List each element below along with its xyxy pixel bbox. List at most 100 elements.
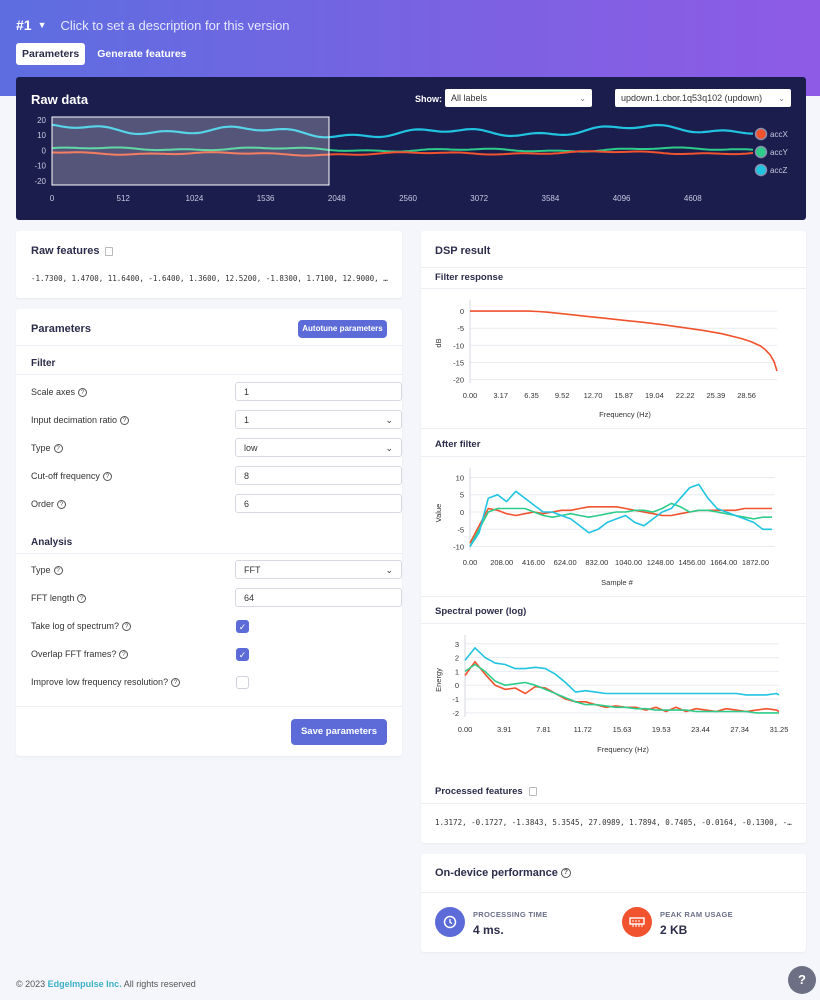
filter-response-chart[interactable]: 0 -5 -10 -15 -20 0.00 3.17 6.35 9.52 12.70 15.87 19…	[421, 289, 806, 424]
save-parameters-button[interactable]: Save parameters	[291, 719, 387, 745]
caret-down-icon[interactable]: ▼	[37, 20, 47, 30]
window-selection-handle[interactable]	[51, 116, 330, 186]
x-tick-label: 1248.00	[647, 558, 674, 567]
help-icon[interactable]: ?	[77, 594, 87, 604]
cutoff-input[interactable]: 8	[235, 466, 402, 485]
y-tick-label: 0	[460, 508, 464, 517]
tab-parameters[interactable]: Parameters	[16, 43, 86, 65]
help-button[interactable]: ?	[788, 966, 816, 994]
overlap-frames-checkbox[interactable]: ✓	[236, 648, 249, 661]
accX-line	[51, 150, 754, 157]
divider	[421, 623, 806, 624]
x-tick-label: 416.00	[522, 558, 545, 567]
help-icon[interactable]: ?	[78, 388, 88, 398]
series-line-response	[470, 310, 778, 372]
fft-length-input[interactable]: 64	[235, 588, 402, 607]
raw-data-chart[interactable]: 20 10 0 -10 -20 0 512 1024 1536 2048 2560 3072 3584…	[16, 77, 806, 220]
log-spectrum-label: Take log of spectrum??	[31, 621, 132, 632]
processed-features-title: Processed features	[435, 786, 537, 797]
divider	[421, 267, 806, 268]
sample-value: updown.1.cbor.1q53q102 (updown)	[621, 93, 763, 103]
help-icon[interactable]: ?	[122, 622, 132, 632]
help-icon[interactable]: ?	[53, 566, 63, 576]
y-tick-label: -15	[453, 358, 464, 367]
low-freq-checkbox[interactable]	[236, 676, 249, 689]
x-tick-label: 1872.00	[742, 558, 769, 567]
version-number[interactable]: #1	[16, 17, 32, 33]
chevron-down-icon: ⌄	[778, 93, 785, 103]
sample-select[interactable]: updown.1.cbor.1q53q102 (updown) ⌄	[615, 89, 791, 107]
log-spectrum-row: Take log of spectrum?? ✓	[31, 616, 403, 636]
y-tick-label: -20	[453, 376, 464, 385]
x-tick-label: 832.00	[585, 558, 608, 567]
x-tick-label: 11.72	[574, 725, 592, 734]
help-icon[interactable]: ?	[57, 500, 67, 510]
overlap-frames-row: Overlap FFT frames?? ✓	[31, 644, 403, 664]
tab-generate-features[interactable]: Generate features	[97, 48, 187, 60]
y-tick-label: -1	[452, 695, 459, 704]
label-filter-value: All labels	[451, 93, 488, 103]
legend-accZ-marker[interactable]	[754, 163, 768, 177]
y-tick-label: -2	[452, 709, 459, 718]
help-icon[interactable]: ?	[120, 416, 130, 426]
x-tick-label: 624.00	[554, 558, 577, 567]
x-tick-label: 9.52	[555, 391, 570, 400]
help-icon[interactable]: ?	[560, 868, 571, 879]
divider	[16, 553, 402, 554]
peak-ram-label: PEAK RAM USAGE	[660, 910, 733, 919]
filter-response-xlabel: Frequency (Hz)	[599, 410, 651, 419]
help-icon[interactable]: ?	[53, 444, 63, 454]
company-link[interactable]: EdgeImpulse Inc.	[47, 979, 122, 989]
log-spectrum-checkbox[interactable]: ✓	[236, 620, 249, 633]
raw-y-tick: 10	[37, 131, 46, 140]
version-header[interactable]: #1 ▼ Click to set a description for this…	[16, 17, 290, 33]
autotune-button[interactable]: Autotune parameters	[298, 320, 387, 338]
parameters-card: Parameters Autotune parameters Filter Sc…	[16, 309, 402, 756]
help-icon[interactable]: ?	[102, 472, 112, 482]
spectral-power-chart[interactable]: 3 2 1 0 -1 -2 0.00 3.91 7.81 11.72 15.63 19.53 23.44…	[421, 624, 806, 759]
legend-accX-marker[interactable]	[754, 127, 768, 141]
help-icon[interactable]: ?	[119, 650, 129, 660]
divider	[421, 288, 806, 289]
y-tick-label: 0	[455, 681, 459, 690]
y-tick-label: 1	[455, 667, 459, 676]
decimation-select[interactable]: 1 ⌄	[235, 410, 402, 429]
legend-accY-marker[interactable]	[754, 145, 768, 159]
cutoff-label: Cut-off frequency?	[31, 471, 112, 482]
x-tick-label: 15.63	[613, 725, 632, 734]
copyright-text: © 2023	[16, 979, 46, 989]
after-filter-chart[interactable]: 10 5 0 -5 -10 0.00 208.00 416.00 624.00 832.00 104…	[421, 457, 806, 592]
x-tick-label: 1456.00	[678, 558, 705, 567]
spectral-ylabel: Energy	[434, 668, 443, 692]
version-description[interactable]: Click to set a description for this vers…	[60, 17, 290, 33]
x-tick-label: 23.44	[691, 725, 710, 734]
divider	[421, 456, 806, 457]
x-tick-label: 31.25	[770, 725, 789, 734]
copy-icon[interactable]	[105, 246, 114, 256]
copy-icon[interactable]	[528, 786, 537, 796]
x-tick-label: 0.00	[463, 391, 478, 400]
analysis-type-select[interactable]: FFT ⌄	[235, 560, 402, 579]
raw-y-tick: -10	[34, 162, 46, 171]
help-icon[interactable]: ?	[171, 678, 181, 688]
order-input[interactable]: 6	[235, 494, 402, 513]
raw-y-tick: -20	[34, 177, 46, 186]
divider	[16, 345, 402, 346]
raw-data-panel: Raw data Show: All labels ⌄ updown.1.cbo…	[16, 77, 806, 220]
parameters-title: Parameters	[31, 323, 91, 335]
x-tick-label: 28.56	[737, 391, 756, 400]
raw-x-tick: 2560	[399, 194, 417, 203]
processing-time-label: PROCESSING TIME	[473, 910, 548, 919]
processing-time-value: 4 ms.	[473, 923, 504, 937]
x-tick-label: 15.87	[614, 391, 633, 400]
processed-features-values: 1.3172, -0.1727, -1.3843, 5.3545, 27.098…	[435, 818, 792, 827]
x-tick-label: 6.35	[524, 391, 539, 400]
raw-x-tick: 2048	[328, 194, 346, 203]
chevron-down-icon: ⌄	[385, 443, 393, 453]
analysis-type-row: Type? FFT ⌄	[31, 560, 403, 580]
analysis-section-title: Analysis	[31, 537, 73, 548]
x-tick-label: 1664.00	[710, 558, 737, 567]
label-filter-select[interactable]: All labels ⌄	[445, 89, 592, 107]
scale-axes-input[interactable]: 1	[235, 382, 402, 401]
filter-type-select[interactable]: low ⌄	[235, 438, 402, 457]
